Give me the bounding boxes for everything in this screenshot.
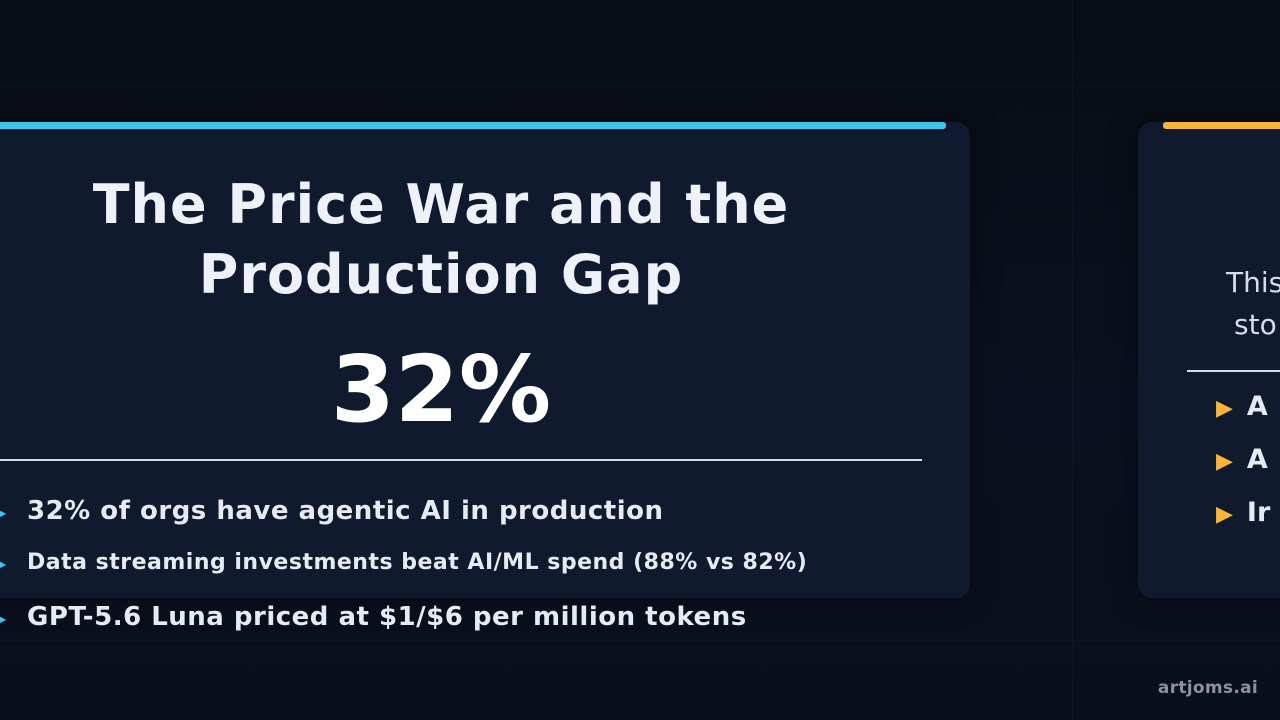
main-card-divider <box>0 459 922 461</box>
main-card-title-line-1: The Price War and the <box>92 173 790 236</box>
watermark-label: artjoms.ai <box>1157 678 1258 698</box>
next-card: This sto ▶ A ▶ A ▶ Ir <box>1138 122 1280 598</box>
background-grid-line <box>0 640 1280 641</box>
main-card-title: The Price War and the Production Gap <box>0 170 882 310</box>
main-card-accent-bar <box>0 122 946 129</box>
main-card-bullet-text: 32% of orgs have agentic AI in productio… <box>27 496 664 526</box>
next-card-accent-bar <box>1163 122 1280 129</box>
play-arrow-icon: ▶ <box>0 557 7 571</box>
main-card: The Price War and the Production Gap 32%… <box>0 122 970 632</box>
list-item: ▶ Ir <box>1216 497 1270 531</box>
next-card-bullet-text: A <box>1246 444 1268 475</box>
main-card-stat: 32% <box>330 336 552 443</box>
play-arrow-icon: ▶ <box>1216 502 1233 527</box>
next-card-intro-line-2: sto <box>1234 308 1277 341</box>
list-item: ▶ A <box>1216 391 1268 425</box>
play-arrow-icon: ▶ <box>1216 396 1233 421</box>
play-arrow-icon: ▶ <box>0 612 7 626</box>
main-card-title-line-2: Production Gap <box>198 243 684 306</box>
background-grid-line <box>0 86 1280 87</box>
next-card-intro-line-1: This <box>1226 266 1280 299</box>
background-grid-line <box>1072 0 1073 720</box>
main-card-bullet-text: GPT-5.6 Luna priced at $1/$6 per million… <box>27 602 747 632</box>
next-card-divider <box>1187 370 1280 372</box>
next-card-bullet-text: Ir <box>1246 497 1271 528</box>
next-card-bullet-text: A <box>1246 391 1268 422</box>
play-arrow-icon: ▶ <box>1216 449 1233 474</box>
list-item: ▶ A <box>1216 444 1268 478</box>
main-card-bullet-text: Data streaming investments beat AI/ML sp… <box>27 550 808 575</box>
play-arrow-icon: ▶ <box>0 506 7 520</box>
